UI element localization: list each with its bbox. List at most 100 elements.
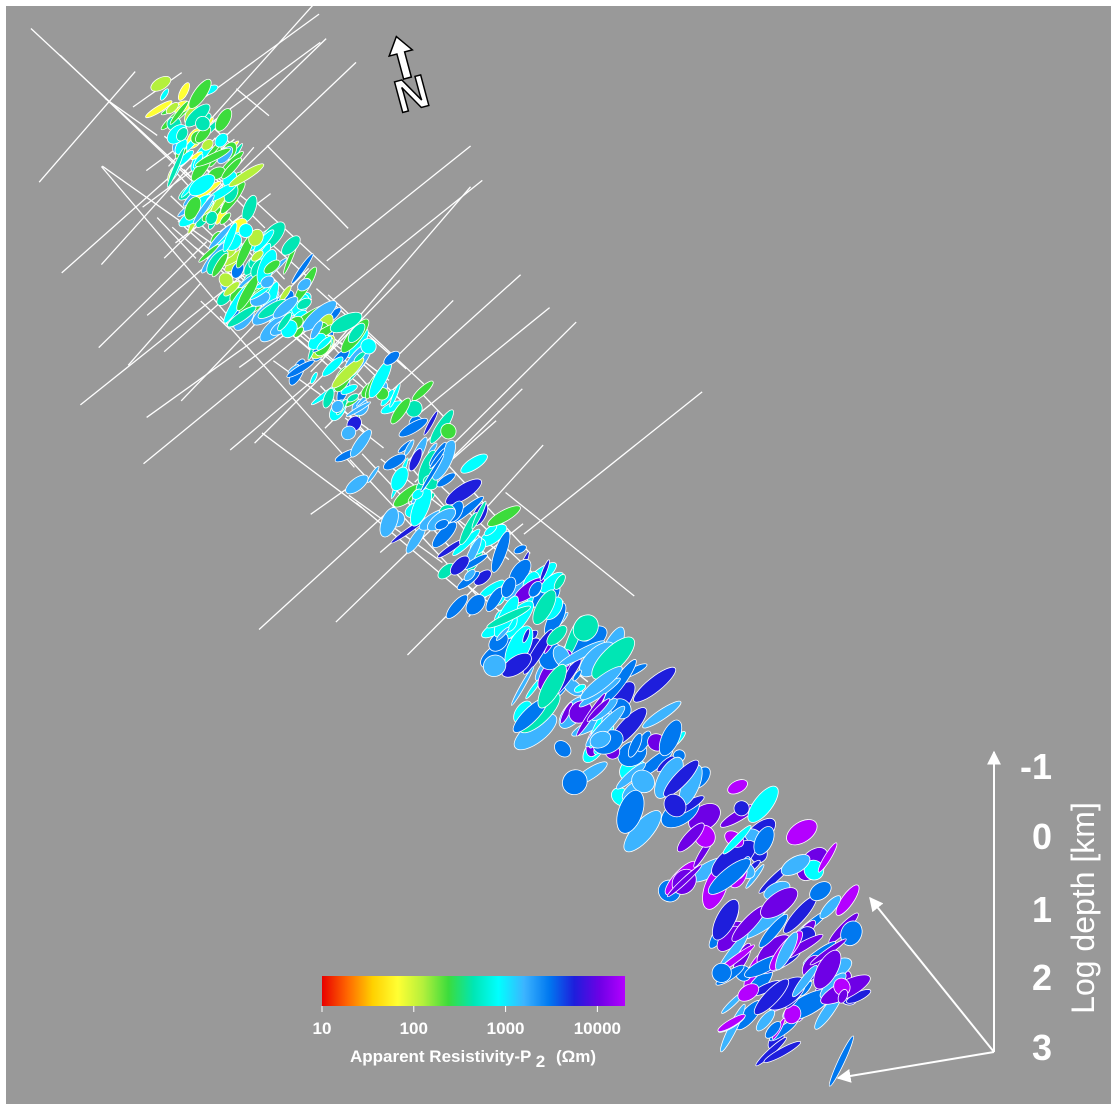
- phase-tensor-ellipse: [554, 740, 572, 758]
- induction-arrow: [407, 583, 480, 656]
- phase-tensor-ellipse: [228, 163, 265, 188]
- phase-tensor-ellipse: [465, 594, 486, 616]
- phase-tensor-ellipse: [783, 1004, 802, 1025]
- phase-tensor-ellipse: [733, 800, 750, 817]
- phase-tensor-ellipse: [349, 429, 372, 458]
- phase-tensor-ellipse: [539, 559, 550, 582]
- phase-tensor-ellipse: [214, 108, 233, 132]
- phase-tensor-ellipse: [223, 281, 240, 297]
- phase-tensor-ellipse: [260, 275, 275, 289]
- phase-tensor-ellipse: [528, 581, 543, 598]
- phase-tensor-ellipse: [482, 654, 507, 677]
- phase-tensor-ellipse: [631, 769, 655, 794]
- phase-tensor-ellipse: [501, 652, 532, 678]
- colorbar-title-unit: (Ωm): [556, 1047, 596, 1066]
- phase-tensor-ellipse: [589, 730, 612, 749]
- induction-arrow: [384, 274, 522, 397]
- phase-tensor-ellipse: [408, 448, 423, 472]
- phase-tensor-ellipse: [345, 401, 372, 417]
- phase-tensor-ellipse: [460, 453, 488, 474]
- phase-tensor-ellipse: [513, 544, 527, 555]
- phase-tensor-ellipse: [835, 884, 860, 916]
- phase-tensor-ellipse: [201, 138, 214, 151]
- phase-tensor-ellipse: [760, 887, 799, 919]
- phase-tensor-ellipse: [420, 453, 445, 493]
- phase-tensor-ellipse: [755, 1009, 776, 1032]
- phase-tensor-ellipse: [792, 964, 818, 998]
- phase-tensor-ellipse: [537, 663, 567, 709]
- phase-tensor-ellipse: [591, 636, 635, 680]
- phase-tensor-ellipse: [188, 174, 216, 197]
- phase-tensor-ellipse: [221, 157, 242, 180]
- phase-tensor-ellipse: [445, 594, 469, 620]
- phase-tensor-ellipse: [390, 466, 409, 492]
- phase-tensor-ellipse: [487, 505, 521, 527]
- phase-tensor-ellipse: [491, 530, 511, 573]
- phase-tensor-ellipse: [546, 625, 568, 646]
- depth-axis-ticks: -1 0 1 2 3: [1020, 746, 1052, 1068]
- phase-tensor-ellipse: [837, 989, 849, 1004]
- depth-tick-label: 1: [1032, 889, 1052, 930]
- induction-arrow: [100, 166, 232, 320]
- phase-tensor-ellipse: [707, 858, 752, 895]
- phase-tensor-ellipse: [188, 78, 212, 109]
- phase-tensor-ellipse: [277, 312, 292, 332]
- phase-tensor-ellipse: [198, 244, 220, 263]
- phase-tensor-ellipse: [763, 1040, 802, 1064]
- phase-tensor-ellipse: [177, 82, 191, 101]
- phase-tensor-ellipse: [310, 371, 318, 385]
- phase-tensor-ellipse: [522, 629, 553, 675]
- phase-tensor-ellipse: [379, 507, 399, 538]
- phase-tensor-ellipse: [562, 769, 588, 796]
- induction-arrow: [143, 323, 315, 465]
- depth-axis-diag-west: [836, 1051, 995, 1083]
- phase-tensor-ellipse: [166, 147, 185, 188]
- north-arrow: N: [387, 35, 435, 124]
- phase-tensor-ellipse: [383, 350, 400, 366]
- phase-tensor-ellipse: [828, 1035, 854, 1087]
- induction-arrow: [200, 300, 231, 330]
- phase-tensor-ellipse: [360, 338, 377, 355]
- induction-arrow: [59, 54, 208, 196]
- induction-arrow: [79, 273, 245, 406]
- phase-tensor-ellipse: [296, 297, 312, 310]
- induction-arrow: [250, 196, 331, 271]
- induction-arrow: [235, 88, 270, 117]
- phase-tensor-ellipse: [205, 211, 218, 225]
- phase-tensor-ellipse: [764, 1021, 782, 1039]
- phase-tensor-ellipse: [214, 132, 229, 148]
- phase-tensor-ellipse: [511, 665, 535, 706]
- phase-tensor-ellipse: [434, 519, 449, 531]
- phase-tensor-ellipse: [574, 683, 586, 693]
- phase-tensor-ellipse: [666, 864, 703, 898]
- phase-tensor-ellipse: [367, 465, 380, 483]
- phase-tensor-ellipse: [423, 410, 439, 436]
- depth-tick-label: 2: [1032, 957, 1052, 998]
- colorbar-tick-label: 1000: [487, 1019, 525, 1038]
- phase-tensor-ellipse: [345, 474, 369, 495]
- phase-tensor-ellipse: [495, 626, 510, 641]
- induction-arrow: [258, 499, 402, 630]
- phase-tensor-ellipse: [486, 605, 531, 629]
- phase-tensor-ellipse: [297, 278, 312, 292]
- phase-tensor-ellipse: [195, 147, 231, 167]
- colorbar-gradient: [322, 976, 625, 1006]
- induction-arrow: [523, 391, 703, 535]
- phase-tensor-ellipse: [711, 898, 740, 941]
- phase-tensor-ellipse: [150, 75, 172, 92]
- phase-tensor-ellipse: [522, 628, 531, 644]
- phase-tensor-ellipse: [192, 194, 215, 225]
- phase-tensor-ellipse: [809, 881, 832, 901]
- phase-tensor-ellipse: [389, 383, 401, 408]
- phase-tensor-ellipse: [145, 100, 173, 119]
- phase-tensor-ellipse: [711, 962, 732, 983]
- induction-arrow: [127, 282, 202, 366]
- phase-tensor-ellipse: [226, 305, 257, 328]
- induction-arrow: [38, 71, 136, 183]
- phase-tensor-ellipse: [663, 759, 700, 798]
- induction-arrow: [327, 294, 425, 385]
- phase-tensor-ellipse: [747, 785, 779, 823]
- phase-tensor-ellipse: [159, 88, 170, 101]
- phase-tensor-ellipse: [786, 819, 818, 846]
